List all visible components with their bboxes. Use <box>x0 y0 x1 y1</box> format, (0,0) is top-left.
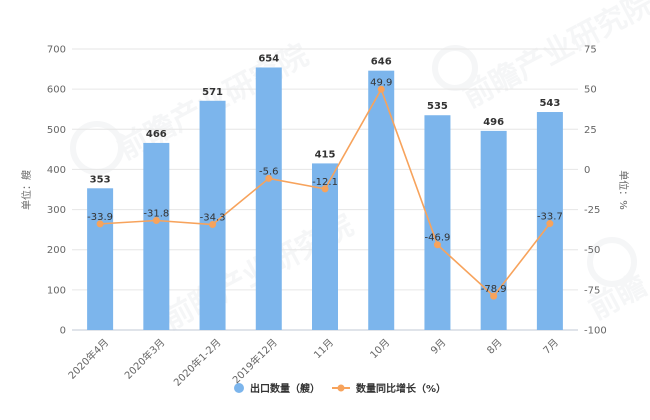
line-point <box>546 220 554 228</box>
bar-data-label: 646 <box>371 57 392 68</box>
left-tick-label: 600 <box>47 85 66 96</box>
bar <box>143 142 170 330</box>
bar <box>199 100 226 330</box>
bar-data-label: 466 <box>146 129 167 140</box>
bar-data-label: 571 <box>202 87 223 98</box>
bar-data-label: 496 <box>483 117 504 128</box>
bar <box>424 115 451 330</box>
right-tick-label: 50 <box>584 85 597 96</box>
right-axis-title: 单位：% <box>617 170 630 210</box>
x-tick-label: 2020年1-2月 <box>171 336 224 389</box>
line-data-label: -34.3 <box>200 213 226 224</box>
x-tick-label: 2020年3月 <box>122 336 168 382</box>
left-tick-label: 300 <box>47 205 66 216</box>
legend-bar-label: 出口数量（艘） <box>250 382 320 395</box>
x-axis-ticks: 2020年4月 2020年3月 2020年1-2月 2019年12月 11月 10月 9月 8… <box>65 336 561 389</box>
bar-data-labels: 353 466 571 654 415 646 535 496 543 <box>90 53 561 185</box>
line-data-label: -46.9 <box>425 233 451 244</box>
x-tick-label: 8月 <box>485 337 505 357</box>
bar <box>87 188 114 330</box>
line-data-labels: -33.9 -31.8 -34.3 -5.6 -12.1 49.9 -46.9 -78.9 -3… <box>87 77 563 295</box>
line-point <box>321 185 329 193</box>
left-tick-label: 700 <box>47 45 66 56</box>
x-tick-label: 2019年12月 <box>230 336 280 386</box>
left-tick-label: 0 <box>60 326 66 337</box>
line-data-label: 49.9 <box>370 77 392 88</box>
bar <box>368 70 395 331</box>
right-tick-label: 0 <box>584 165 590 176</box>
x-tick-label: 7月 <box>541 337 561 357</box>
line-series <box>96 85 554 300</box>
bar-series <box>87 67 563 331</box>
x-tick-label: 11月 <box>312 337 337 362</box>
bar-data-label: 543 <box>539 98 560 109</box>
bar-data-label: 353 <box>90 174 111 185</box>
right-tick-label: -25 <box>584 205 600 216</box>
bar-data-label: 654 <box>258 53 279 64</box>
legend: 出口数量（艘） 数量同比增长（%） <box>234 382 446 395</box>
left-tick-label: 500 <box>47 125 66 136</box>
legend-line-marker <box>337 384 345 392</box>
bar-data-label: 535 <box>427 101 448 112</box>
bar <box>255 67 282 331</box>
legend-item-line[interactable]: 数量同比增长（%） <box>332 382 446 395</box>
x-tick-label: 10月 <box>368 337 393 362</box>
legend-item-bar[interactable]: 出口数量（艘） <box>234 382 320 395</box>
right-tick-label: -100 <box>584 326 607 337</box>
legend-line-label: 数量同比增长（%） <box>356 382 446 395</box>
line-point <box>209 221 217 229</box>
line-data-label: -33.9 <box>87 212 113 223</box>
bar-data-label: 415 <box>315 149 336 160</box>
x-tick-label: 9月 <box>428 337 448 357</box>
line-point <box>265 174 273 182</box>
line-data-label: -12.1 <box>312 177 338 188</box>
legend-bar-swatch <box>234 383 244 393</box>
line-point <box>490 292 498 300</box>
x-tick-label: 2020年4月 <box>65 336 111 382</box>
right-tick-label: -75 <box>584 285 600 296</box>
right-tick-label: -50 <box>584 245 600 256</box>
right-axis-ticks: -100 -75 -50 -25 0 25 50 75 <box>584 45 607 337</box>
left-tick-label: 100 <box>47 285 66 296</box>
line-data-label: -78.9 <box>481 284 507 295</box>
line-data-label: -31.8 <box>143 208 169 219</box>
bar <box>480 130 507 330</box>
left-axis-title: 单位：艘 <box>20 170 33 210</box>
line-point <box>433 241 441 249</box>
line-data-label: -33.7 <box>537 212 563 223</box>
line-point <box>96 220 104 228</box>
right-tick-label: 25 <box>584 125 597 136</box>
line-point <box>152 216 160 224</box>
left-axis-ticks: 0 100 200 300 400 500 600 700 <box>47 45 66 337</box>
right-tick-label: 75 <box>584 45 597 56</box>
left-tick-label: 200 <box>47 245 66 256</box>
left-tick-label: 400 <box>47 165 66 176</box>
line-data-label: -5.6 <box>259 166 279 177</box>
line-point <box>377 85 385 93</box>
